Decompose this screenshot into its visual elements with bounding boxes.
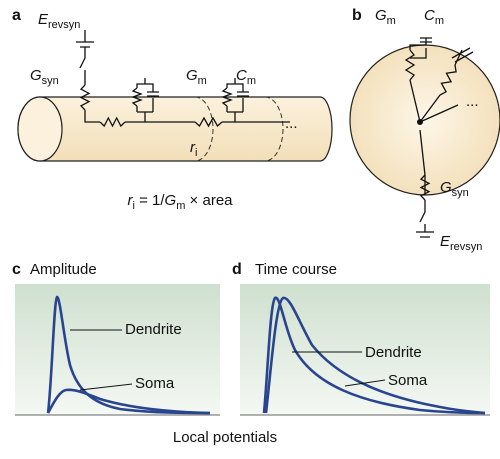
resistor <box>79 84 91 111</box>
g-m-label: Gm <box>375 7 396 27</box>
soma-curve <box>46 388 211 415</box>
soma-label: Soma <box>135 375 175 392</box>
r-i-label: ri <box>190 139 197 159</box>
resistor <box>419 174 431 201</box>
g-syn-label: Gsyn <box>440 179 469 199</box>
cylinder-end <box>17 96 63 162</box>
caption: Local potentials <box>173 429 277 446</box>
e-revsyn-label: Erevsyn <box>38 11 80 31</box>
resistor <box>404 49 416 81</box>
ellipsis: ... <box>285 115 298 132</box>
dashed-section <box>264 96 284 162</box>
wire <box>416 231 434 238</box>
resistor <box>194 116 223 128</box>
dendrite-curve <box>46 295 211 415</box>
wire <box>237 91 249 97</box>
soma-label: Soma <box>388 372 428 389</box>
wire <box>76 41 94 48</box>
panel-title: Time course <box>255 261 337 278</box>
plot-background <box>15 284 220 415</box>
wire <box>420 37 432 43</box>
e-revsyn-label: Erevsyn <box>440 233 482 253</box>
capacitor <box>451 47 474 63</box>
panel-label: c <box>12 261 21 278</box>
dendrite-label: Dendrite <box>125 321 182 338</box>
resistor <box>221 87 233 107</box>
dendrite-label: Dendrite <box>365 344 422 361</box>
resistor <box>439 64 457 96</box>
panel-label: a <box>12 7 21 24</box>
wire <box>147 91 159 97</box>
ellipsis: ... <box>466 93 479 110</box>
g-syn-label: Gsyn <box>30 67 59 87</box>
panel-label: d <box>232 261 242 278</box>
wire <box>79 30 86 85</box>
wire <box>136 78 154 122</box>
pointer <box>344 379 386 387</box>
resistor <box>99 116 126 128</box>
resistor <box>131 87 143 107</box>
wire <box>226 78 244 122</box>
panel-title: Amplitude <box>30 261 97 278</box>
equation: ri = 1/Gm × area <box>127 192 233 212</box>
wire <box>409 79 459 123</box>
wire <box>419 200 426 232</box>
panel-label: b <box>352 7 362 24</box>
wire <box>84 110 100 123</box>
soma-curve <box>264 296 486 415</box>
c-m-label: Cm <box>424 7 444 27</box>
pointer <box>79 383 133 391</box>
dashed-section <box>194 96 214 162</box>
g-m-label: Gm <box>186 67 207 87</box>
c-m-label: Cm <box>236 67 256 87</box>
dendrite-curve <box>262 296 486 415</box>
